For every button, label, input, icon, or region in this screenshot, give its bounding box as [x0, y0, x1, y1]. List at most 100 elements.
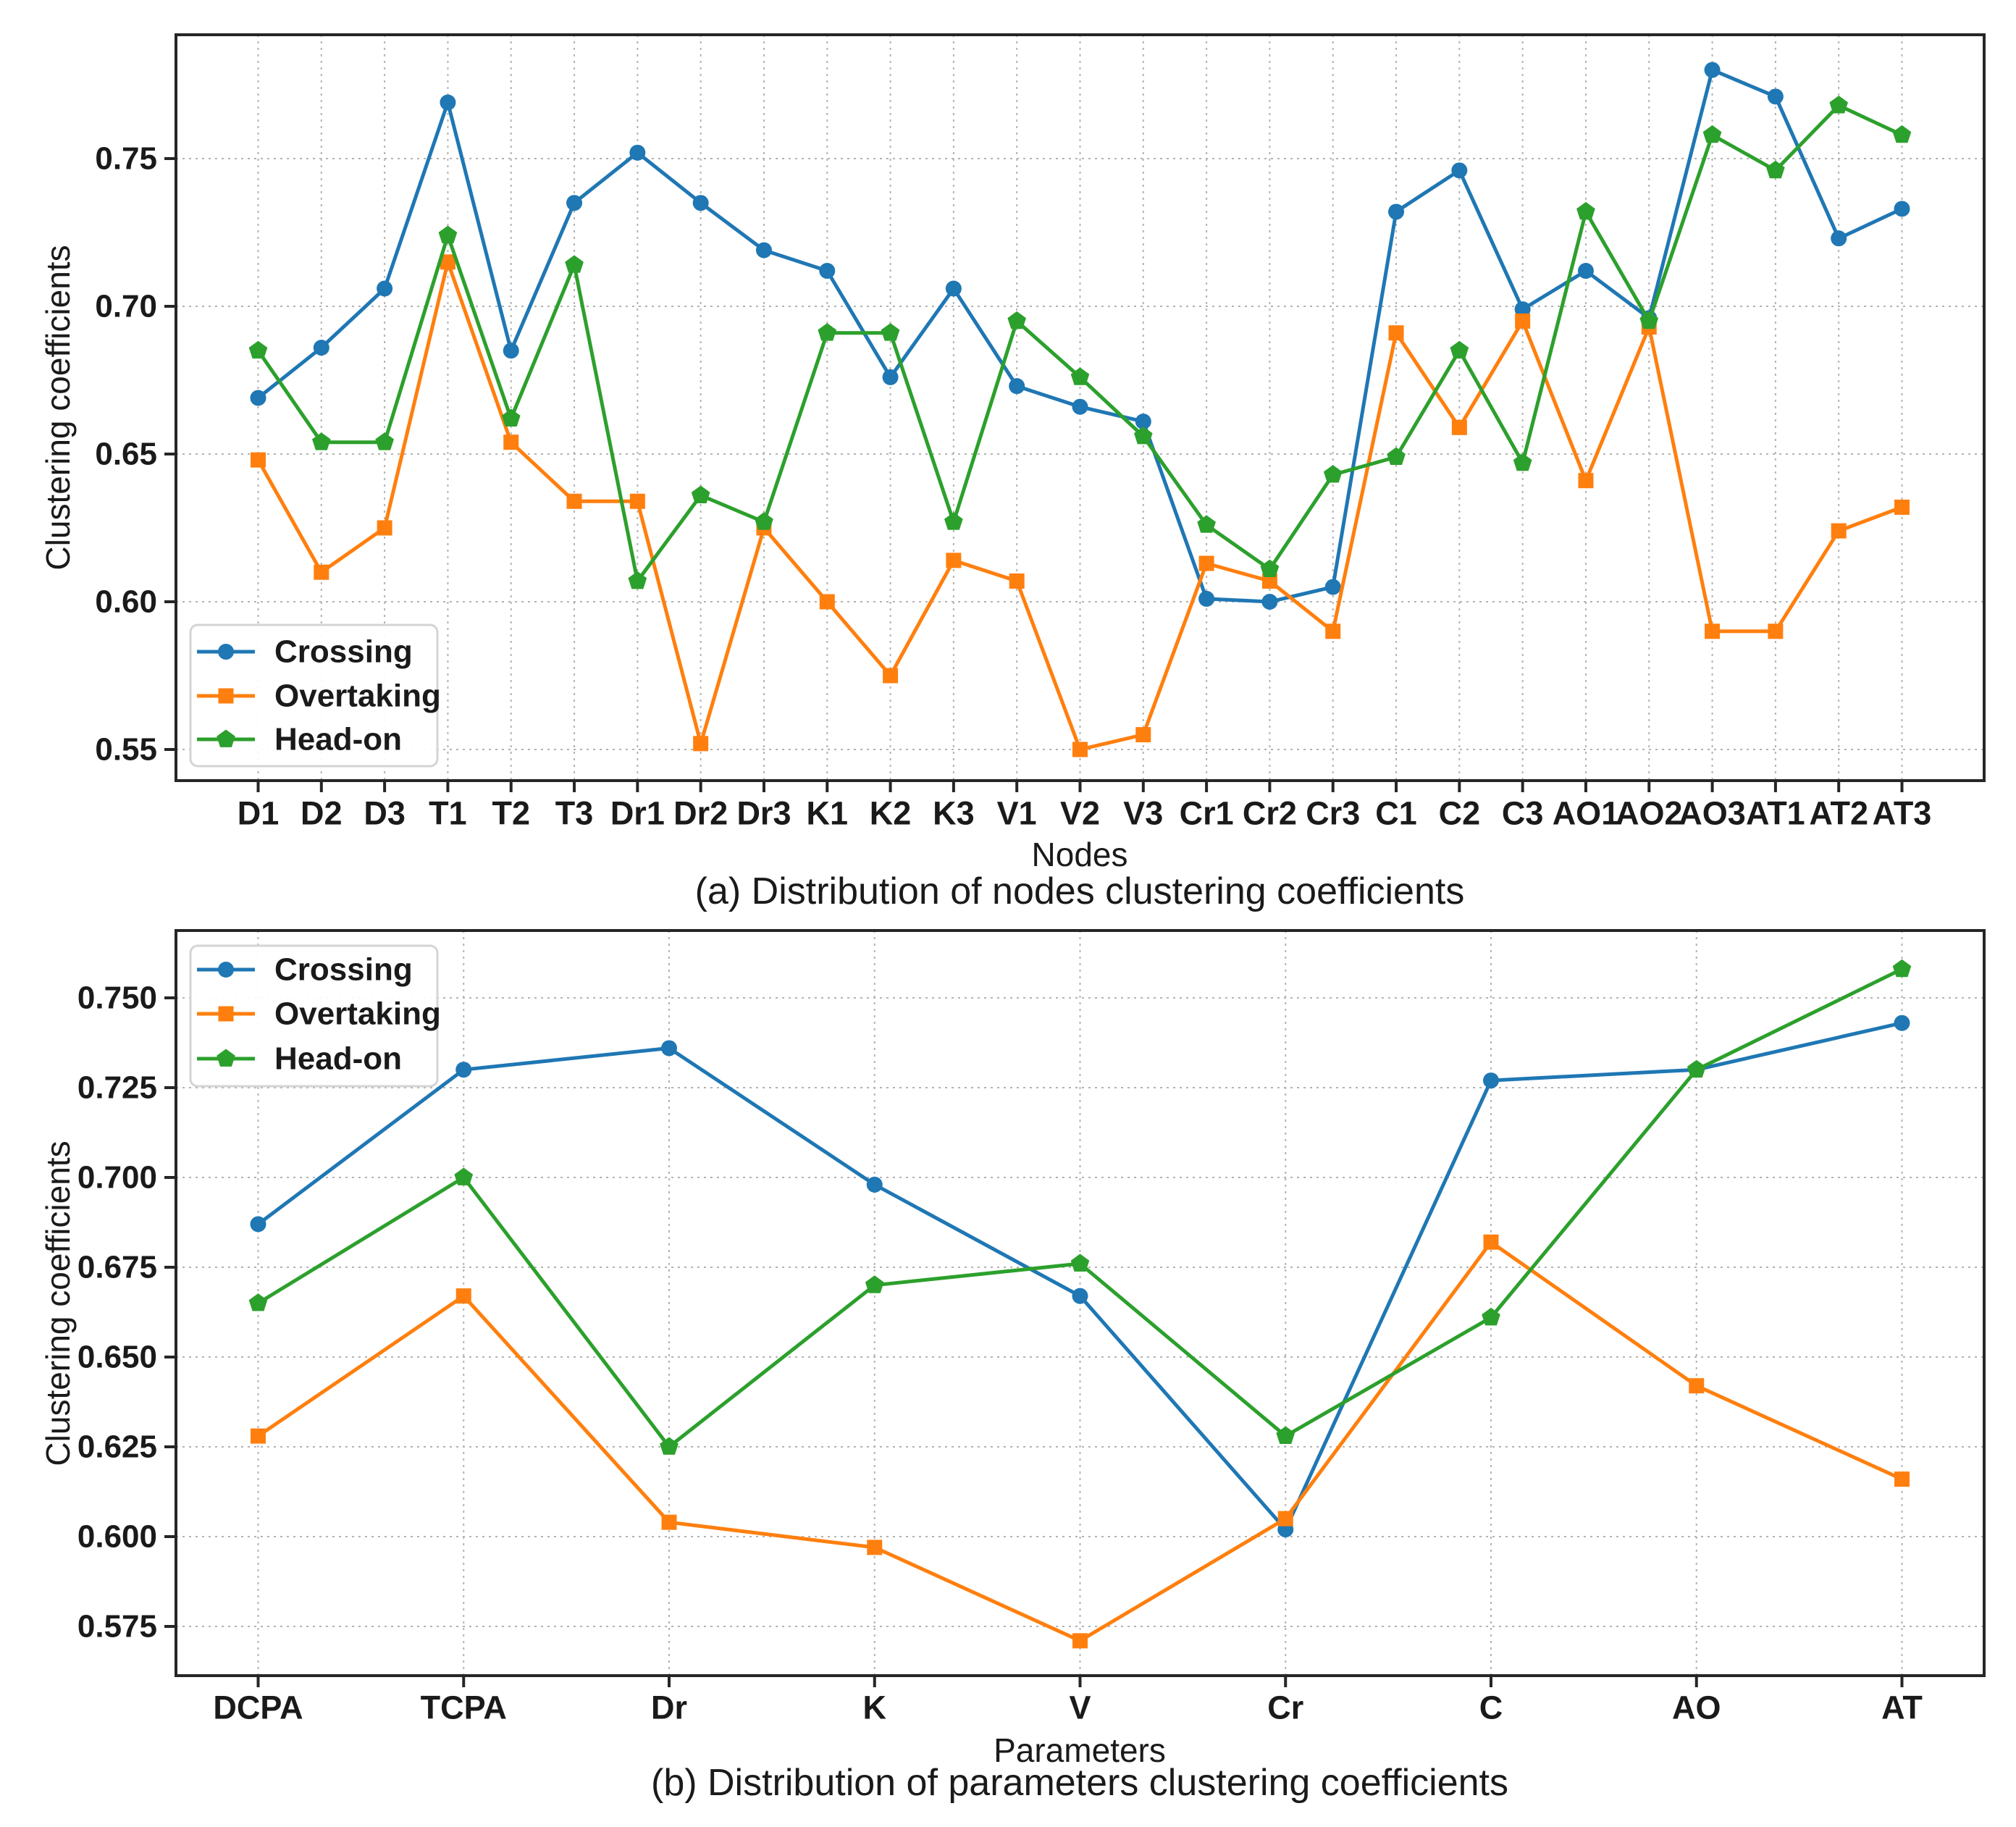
- chart-b-series-marker-head-on: [660, 1437, 679, 1455]
- chart-a-series-marker-crossing: [1831, 230, 1847, 247]
- chart-a-x-tick-label: AO2: [1616, 795, 1683, 832]
- chart-a-series-marker-crossing: [1135, 413, 1151, 430]
- chart-a-series-marker-head-on: [312, 432, 331, 450]
- chart-b-series-marker-head-on: [1687, 1059, 1706, 1078]
- chart-b-y-tick-label: 0.575: [77, 1609, 157, 1645]
- chart-b-xlabel: Parameters: [994, 1731, 1166, 1769]
- chart-a-series-marker-head-on: [628, 571, 647, 589]
- chart-b-series-marker-crossing: [1894, 1015, 1910, 1031]
- chart-a-series-marker-head-on: [755, 512, 773, 530]
- chart-a-series-marker-crossing: [503, 343, 519, 359]
- chart-a-series-marker-crossing: [1514, 301, 1531, 318]
- chart-a-series-marker-overtaking: [946, 553, 962, 568]
- chart-a-series-marker-head-on: [438, 225, 458, 243]
- chart-a-series-marker-crossing: [1704, 62, 1721, 78]
- chart-a-x-tick-label: Cr2: [1243, 795, 1297, 832]
- chart-a-series-marker-head-on: [1134, 427, 1153, 445]
- chart-a-series-marker-overtaking: [377, 520, 392, 536]
- chart-a-caption: (a) Distribution of nodes clustering coe…: [694, 870, 1465, 912]
- chart-b-series-marker-overtaking: [1277, 1511, 1293, 1526]
- chart-b-legend-label-overtaking: Overtaking: [274, 996, 441, 1032]
- chart-a-legend-marker-crossing: [218, 644, 234, 660]
- chart-a-series-marker-crossing: [755, 242, 772, 259]
- chart-a-y-tick-label: 0.55: [95, 732, 157, 768]
- chart-a-series-marker-overtaking: [1705, 623, 1721, 639]
- chart-b-x-tick-label: Dr: [651, 1689, 687, 1726]
- chart-a-series-marker-head-on: [1323, 465, 1343, 483]
- chart-a-legend-marker-overtaking: [218, 688, 234, 704]
- chart-b-y-tick-label: 0.675: [77, 1250, 157, 1285]
- chart-a-series-marker-overtaking: [1515, 313, 1531, 329]
- chart-a-x-tick-label: Dr3: [736, 795, 791, 832]
- chart-a-series-marker-overtaking: [1198, 555, 1214, 571]
- chart-a-series-marker-crossing: [313, 340, 329, 356]
- chart-a-series-marker-head-on: [881, 323, 900, 341]
- chart-a-series-marker-crossing: [566, 195, 583, 211]
- chart-a-x-tick-label: T1: [429, 795, 467, 832]
- chart-a-series-marker-crossing: [250, 390, 266, 406]
- chart-a-series-marker-overtaking: [1325, 623, 1341, 639]
- chart-a-series-marker-overtaking: [1451, 419, 1467, 435]
- chart-a-legend-marker-head-on: [217, 729, 235, 747]
- chart-a-series-marker-crossing: [882, 369, 899, 385]
- chart-b-series-marker-crossing: [1483, 1072, 1499, 1089]
- chart-b-y-tick-label: 0.750: [77, 980, 157, 1016]
- chart-a-series-marker-overtaking: [440, 254, 455, 270]
- chart-a-series-marker-head-on: [691, 485, 710, 503]
- chart-a-y-tick-label: 0.60: [95, 584, 157, 620]
- chart-a-series-marker-head-on: [1829, 96, 1848, 114]
- chart-a-x-tick-label: D1: [238, 795, 280, 832]
- chart-a-x-tick-label: C2: [1439, 795, 1481, 832]
- chart-b-y-tick-label: 0.625: [77, 1429, 157, 1465]
- chart-a-series-marker-overtaking: [883, 668, 899, 684]
- chart-b-x-tick-label: TCPA: [421, 1689, 507, 1726]
- chart-a-series-marker-overtaking: [1135, 727, 1151, 743]
- chart-a-x-tick-label: AO3: [1679, 795, 1746, 832]
- chart-a-series-marker-crossing: [1451, 162, 1468, 179]
- chart-a-series-marker-head-on: [1513, 453, 1532, 471]
- chart-a-x-tick-label: V3: [1123, 795, 1163, 832]
- chart-a-series-marker-crossing: [1894, 201, 1910, 217]
- chart-b-ylabel: Clustering coefficients: [39, 1141, 77, 1466]
- chart-b-series-marker-crossing: [866, 1176, 883, 1193]
- chart-a-series-marker-head-on: [1450, 340, 1469, 359]
- chart-a-series-marker-head-on: [501, 408, 521, 427]
- chart-a-series-marker-overtaking: [693, 736, 709, 752]
- chart-b-series-marker-overtaking: [661, 1514, 677, 1530]
- chart-a-x-tick-label: AO1: [1553, 795, 1620, 832]
- chart-a-series-marker-overtaking: [1768, 623, 1784, 639]
- chart-b-y-tick-label: 0.600: [77, 1519, 157, 1555]
- chart-b-series-marker-head-on: [454, 1167, 474, 1185]
- chart-b-x-tick-label: AO: [1672, 1689, 1721, 1726]
- chart-a-x-tick-label: C3: [1502, 795, 1544, 832]
- chart-b-x-tick-label: DCPA: [213, 1689, 303, 1726]
- chart-a-x-tick-label: D3: [364, 795, 406, 832]
- chart-b-series-marker-overtaking: [251, 1428, 266, 1444]
- chart-a-series-marker-overtaking: [251, 452, 266, 468]
- chart-a-series-marker-overtaking: [1072, 742, 1088, 757]
- chart-a-series-marker-head-on: [944, 512, 963, 530]
- chart-a-x-tick-label: V2: [1060, 795, 1100, 832]
- chart-a-x-tick-label: V1: [997, 795, 1037, 832]
- chart-b-legend-box: [189, 944, 439, 1088]
- chart-a-series-marker-overtaking: [566, 493, 582, 509]
- chart-a-y-tick-label: 0.65: [95, 437, 157, 472]
- chart-a-legend-label-head-on: Head-on: [274, 722, 402, 757]
- chart-b-series-marker-overtaking: [1483, 1234, 1499, 1250]
- chart-b-series-marker-overtaking: [867, 1540, 883, 1555]
- chart-b-series-marker-overtaking: [1072, 1633, 1088, 1649]
- chart-b-legend-marker-head-on: [217, 1049, 235, 1067]
- chart-a-series-marker-overtaking: [629, 493, 645, 509]
- chart-a-legend-label-crossing: Crossing: [274, 634, 413, 670]
- chart-a-series-marker-head-on: [1766, 160, 1785, 179]
- chart-b-y-tick-label: 0.700: [77, 1160, 157, 1196]
- chart-b-caption: (b) Distribution of parameters clusterin…: [651, 1762, 1508, 1804]
- chart-a-series-marker-head-on: [1260, 559, 1280, 577]
- chart-a-x-tick-label: AT2: [1809, 795, 1868, 832]
- chart-a-series-marker-crossing: [440, 94, 456, 111]
- chart-b-series-marker-head-on: [1892, 959, 1912, 978]
- chart-a-series-marker-head-on: [1576, 201, 1595, 220]
- chart-b-series-marker-head-on: [1070, 1253, 1090, 1272]
- chart-b-series-marker-crossing: [1072, 1288, 1088, 1304]
- chart-a-series-marker-crossing: [945, 280, 962, 297]
